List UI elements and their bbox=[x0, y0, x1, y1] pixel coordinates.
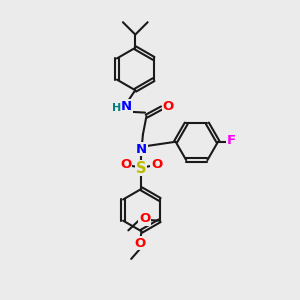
Text: O: O bbox=[151, 158, 162, 171]
Text: N: N bbox=[121, 100, 132, 113]
Text: O: O bbox=[121, 158, 132, 171]
Text: S: S bbox=[136, 161, 147, 176]
Text: O: O bbox=[163, 100, 174, 112]
Text: H: H bbox=[112, 103, 122, 113]
Text: O: O bbox=[139, 212, 150, 225]
Text: O: O bbox=[134, 236, 146, 250]
Text: N: N bbox=[136, 142, 147, 156]
Text: F: F bbox=[227, 134, 236, 147]
